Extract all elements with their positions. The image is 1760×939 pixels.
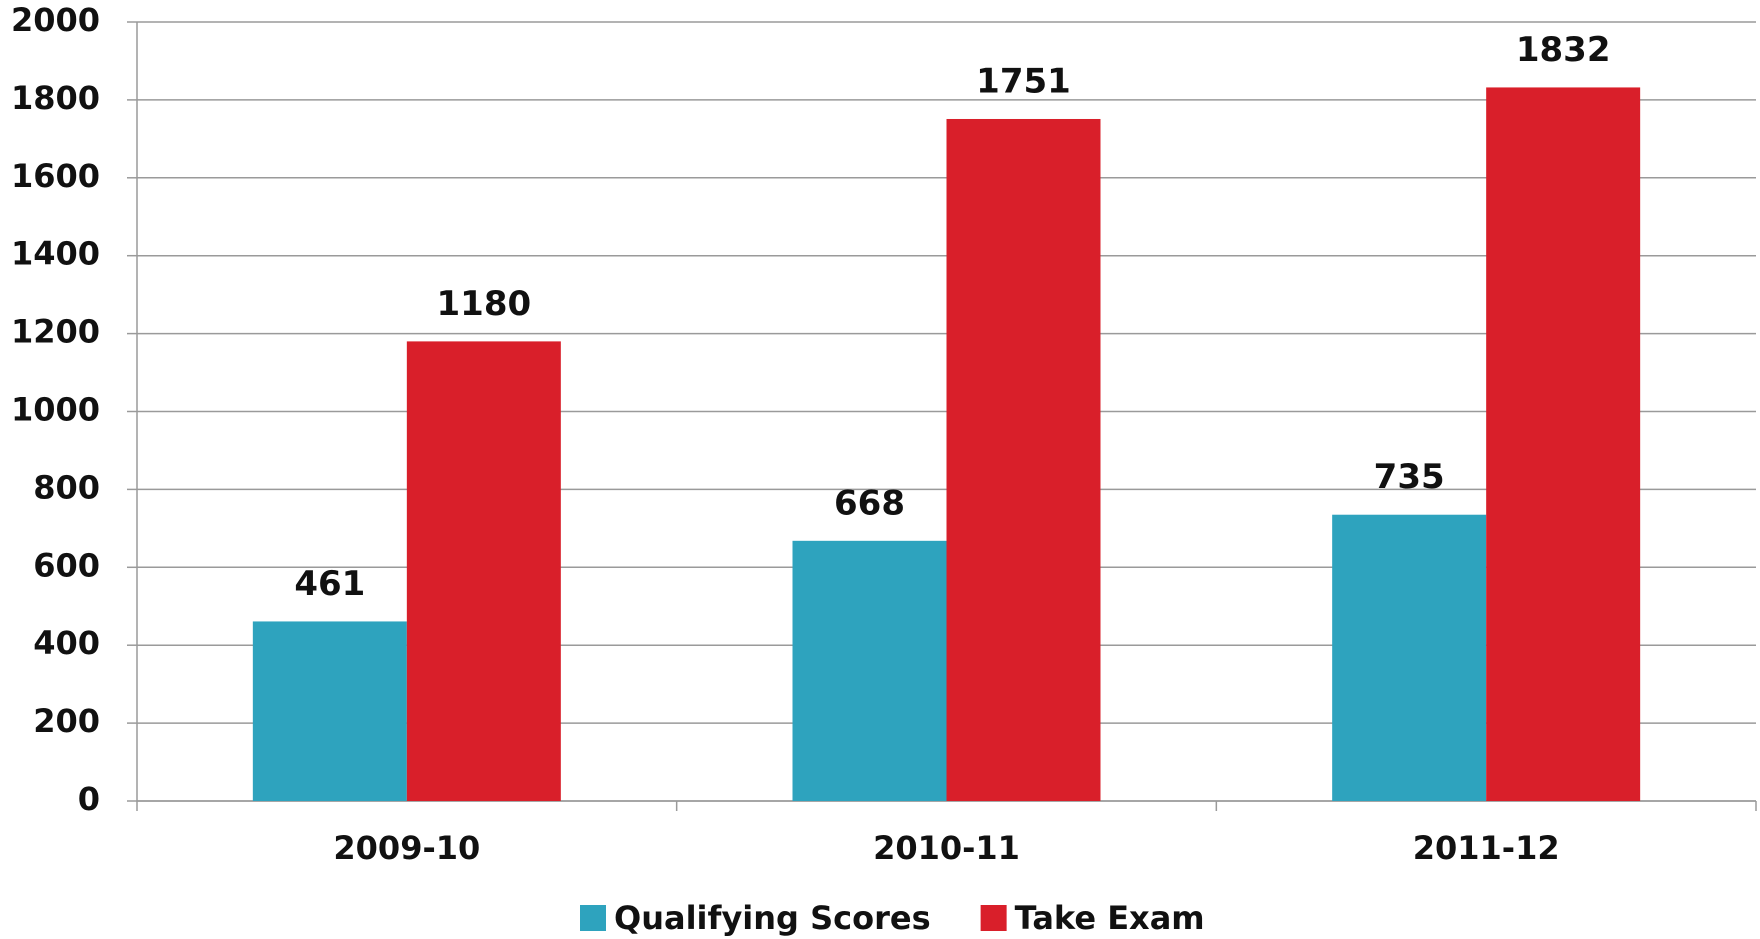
y-tick-label: 1800	[11, 79, 100, 117]
x-tick-label: 2010-11	[873, 829, 1020, 867]
y-tick-label: 200	[33, 702, 100, 740]
y-tick-label: 1600	[11, 157, 100, 195]
data-label: 1180	[437, 284, 532, 324]
legend-label: Qualifying Scores	[614, 899, 931, 937]
bar	[1486, 87, 1641, 802]
bar	[946, 118, 1101, 802]
y-tick-label: 0	[78, 780, 100, 818]
y-tick-label: 600	[33, 546, 100, 584]
bar	[1332, 514, 1487, 801]
bar	[406, 341, 561, 801]
data-label: 735	[1374, 457, 1445, 497]
y-tick-label: 1000	[11, 391, 100, 429]
data-label: 461	[294, 564, 365, 604]
data-label: 1832	[1516, 30, 1611, 70]
y-tick-label: 1200	[11, 313, 100, 351]
legend-label: Take Exam	[1015, 899, 1205, 937]
y-tick-label: 2000	[11, 1, 100, 39]
y-tick-label: 800	[33, 468, 100, 506]
bar	[252, 621, 407, 801]
x-tick-label: 2011-12	[1413, 829, 1560, 867]
y-tick-label: 400	[33, 624, 100, 662]
bar	[792, 540, 947, 801]
x-tick-label: 2009-10	[333, 829, 480, 867]
legend-swatch	[980, 905, 1007, 931]
data-label: 668	[834, 483, 905, 523]
y-tick-label: 1400	[11, 235, 100, 273]
data-label: 1751	[976, 61, 1071, 101]
legend-swatch	[580, 905, 606, 931]
